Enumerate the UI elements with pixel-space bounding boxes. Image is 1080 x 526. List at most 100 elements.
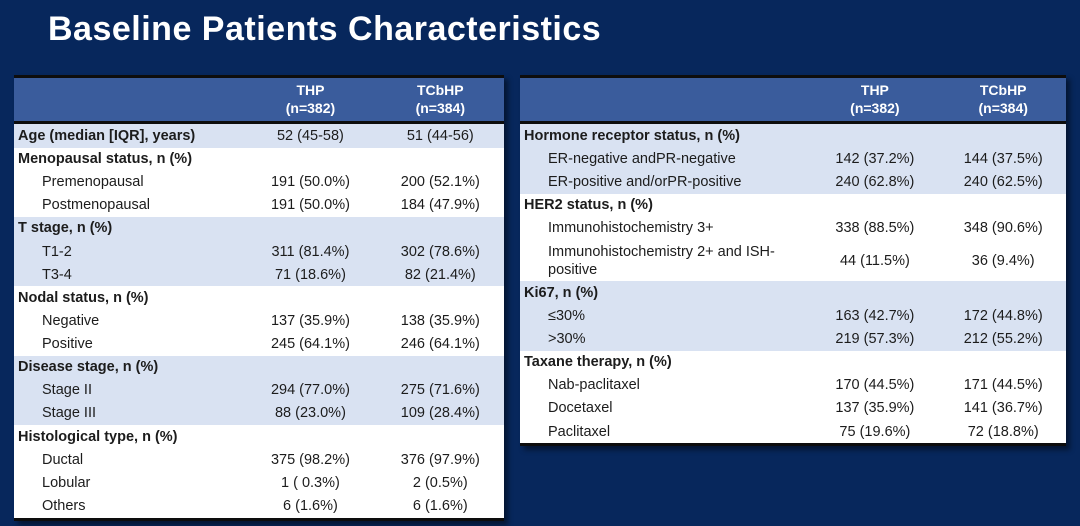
- row-label: Postmenopausal: [42, 197, 151, 214]
- table-row: Disease stage, n (%): [14, 355, 504, 379]
- row-label: HER2 status, n (%): [524, 197, 653, 214]
- value-tcbhp: 376 (97.9%): [400, 451, 480, 468]
- value-tcbhp: 348 (90.6%): [963, 220, 1043, 237]
- row-label: Taxane therapy, n (%): [524, 354, 672, 371]
- row-label: Negative: [42, 312, 100, 329]
- row-label: Premenopausal: [42, 174, 144, 191]
- table-row: T stage, n (%): [14, 216, 504, 240]
- table-row: Hormone receptor status, n (%): [520, 122, 1066, 148]
- value-thp: 219 (57.3%): [809, 327, 941, 351]
- table-row: Stage III 88 (23.0%) 109 (28.4%): [14, 401, 504, 425]
- value-tcbhp: 144 (37.5%): [940, 147, 1066, 171]
- table-row: ER-negative andPR-negative 142 (37.2%) 144…: [520, 147, 1066, 171]
- table-row: Ductal 375 (98.2%) 376 (97.9%): [14, 448, 504, 471]
- column-header-n: (n=382): [285, 100, 336, 117]
- table-row: Positive 245 (64.1%) 246 (64.1%): [14, 333, 504, 356]
- value-tcbhp: 109 (28.4%): [376, 401, 504, 425]
- value-tcbhp: [377, 148, 504, 171]
- row-label: Disease stage, n (%): [14, 355, 245, 379]
- value-thp: 71 (18.6%): [244, 263, 377, 287]
- table-row: Ki67, n (%): [520, 281, 1066, 305]
- value-thp: [244, 286, 376, 309]
- table-row: Others 6 (1.6%) 6 (1.6%): [14, 494, 504, 519]
- value-tcbhp: [940, 122, 1066, 148]
- column-header-n: (n=382): [850, 100, 900, 117]
- value-tcbhp: [940, 351, 1066, 374]
- value-tcbhp: 275 (71.6%): [376, 378, 504, 402]
- row-label: T3-4: [14, 263, 245, 287]
- value-thp: [809, 351, 940, 374]
- value-tcbhp: [940, 281, 1066, 305]
- table-row: Premenopausal 191 (50.0%) 200 (52.1%): [14, 171, 504, 194]
- characteristics-table-right: THP (n=382) TCbHP (n=384) Hormone receptor s…: [520, 75, 1066, 447]
- row-label: T1-2: [14, 240, 245, 264]
- row-label: ER-negative andPR-negative: [520, 147, 810, 171]
- column-header-n: (n=384): [978, 100, 1028, 117]
- value-tcbhp: 302 (78.6%): [376, 240, 504, 264]
- value-tcbhp: 82 (21.4%): [376, 263, 504, 287]
- value-tcbhp: [376, 216, 504, 240]
- row-label: Nodal status, n (%): [18, 289, 149, 306]
- value-thp: 245 (64.1%): [270, 336, 350, 352]
- table-row: >30% 219 (57.3%) 212 (55.2%): [520, 327, 1066, 351]
- row-label: Immunohistochemistry 2+ and ISH-positive: [548, 243, 775, 278]
- value-thp: 142 (37.2%): [809, 147, 941, 171]
- value-thp: [809, 122, 941, 148]
- row-label: Menopausal status, n (%): [18, 151, 193, 167]
- header-row: THP (n=382) TCbHP (n=384): [14, 76, 504, 125]
- label-column-header: [14, 76, 245, 125]
- value-thp: [244, 355, 377, 379]
- column-header-tcbhp: TCbHP (n=384): [376, 76, 504, 125]
- row-label: Stage II: [14, 378, 245, 402]
- value-thp: [244, 425, 376, 448]
- value-tcbhp: 72 (18.8%): [967, 423, 1039, 440]
- table-row: T1-2 311 (81.4%) 302 (78.6%): [14, 240, 504, 264]
- value-thp: 170 (44.5%): [835, 377, 915, 394]
- value-thp: 294 (77.0%): [244, 378, 377, 402]
- value-tcbhp: 141 (36.7%): [963, 400, 1043, 417]
- value-tcbhp: 240 (62.5%): [940, 170, 1066, 194]
- value-thp: [809, 281, 941, 305]
- value-thp: 163 (42.7%): [809, 304, 941, 328]
- table-row: Docetaxel 137 (35.9%) 141 (36.7%): [520, 397, 1066, 420]
- value-thp: [244, 216, 377, 240]
- value-thp: 375 (98.2%): [270, 451, 350, 468]
- value-thp: 88 (23.0%): [244, 401, 377, 425]
- table-row: Nodal status, n (%): [14, 286, 504, 309]
- value-tcbhp: [940, 194, 1066, 217]
- row-label: Ki67, n (%): [520, 281, 810, 305]
- table-row: Taxane therapy, n (%): [520, 351, 1066, 374]
- value-thp: [244, 148, 376, 171]
- row-label: ER-positive and/orPR-positive: [520, 170, 810, 194]
- row-label: Histological type, n (%): [18, 428, 178, 445]
- value-tcbhp: 138 (35.9%): [400, 312, 480, 329]
- row-label: T stage, n (%): [14, 216, 245, 240]
- value-tcbhp: [377, 286, 504, 309]
- table-row: T3-4 71 (18.6%) 82 (21.4%): [14, 263, 504, 287]
- table-row: Nab-paclitaxel 170 (44.5%) 171 (44.5%): [520, 374, 1066, 397]
- value-thp: 6 (1.6%): [283, 497, 338, 514]
- value-thp: 137 (35.9%): [835, 400, 915, 417]
- value-thp: 338 (88.5%): [835, 220, 915, 237]
- table-row: Lobular 1 ( 0.3%) 2 (0.5%): [14, 471, 504, 494]
- row-label: Age (median [IQR], years): [14, 122, 245, 148]
- table-row: Stage II 294 (77.0%) 275 (71.6%): [14, 378, 504, 402]
- value-tcbhp: [377, 425, 504, 448]
- column-header-n: (n=384): [415, 100, 465, 117]
- value-tcbhp: 2 (0.5%): [412, 474, 468, 491]
- baseline-table-right: THP (n=382) TCbHP (n=384) Hormone receptor s…: [520, 75, 1066, 447]
- value-tcbhp: 246 (64.1%): [400, 336, 480, 352]
- value-tcbhp: 51 (44-56): [376, 122, 504, 148]
- table-row: HER2 status, n (%): [520, 194, 1066, 217]
- value-tcbhp: 171 (44.5%): [963, 377, 1043, 394]
- row-label: Immunohistochemistry 3+: [548, 220, 714, 237]
- table-row: Age (median [IQR], years) 52 (45-58) 51 (4…: [14, 122, 504, 148]
- value-thp: 311 (81.4%): [244, 240, 377, 264]
- baseline-table-left: THP (n=382) TCbHP (n=384) Age (median [IQR],…: [14, 75, 504, 521]
- row-label: Others: [42, 497, 86, 514]
- column-header-tcbhp: TCbHP (n=384): [940, 76, 1066, 125]
- value-tcbhp: [376, 355, 504, 379]
- row-label: Paclitaxel: [548, 423, 611, 440]
- column-header-thp: THP (n=382): [809, 76, 941, 125]
